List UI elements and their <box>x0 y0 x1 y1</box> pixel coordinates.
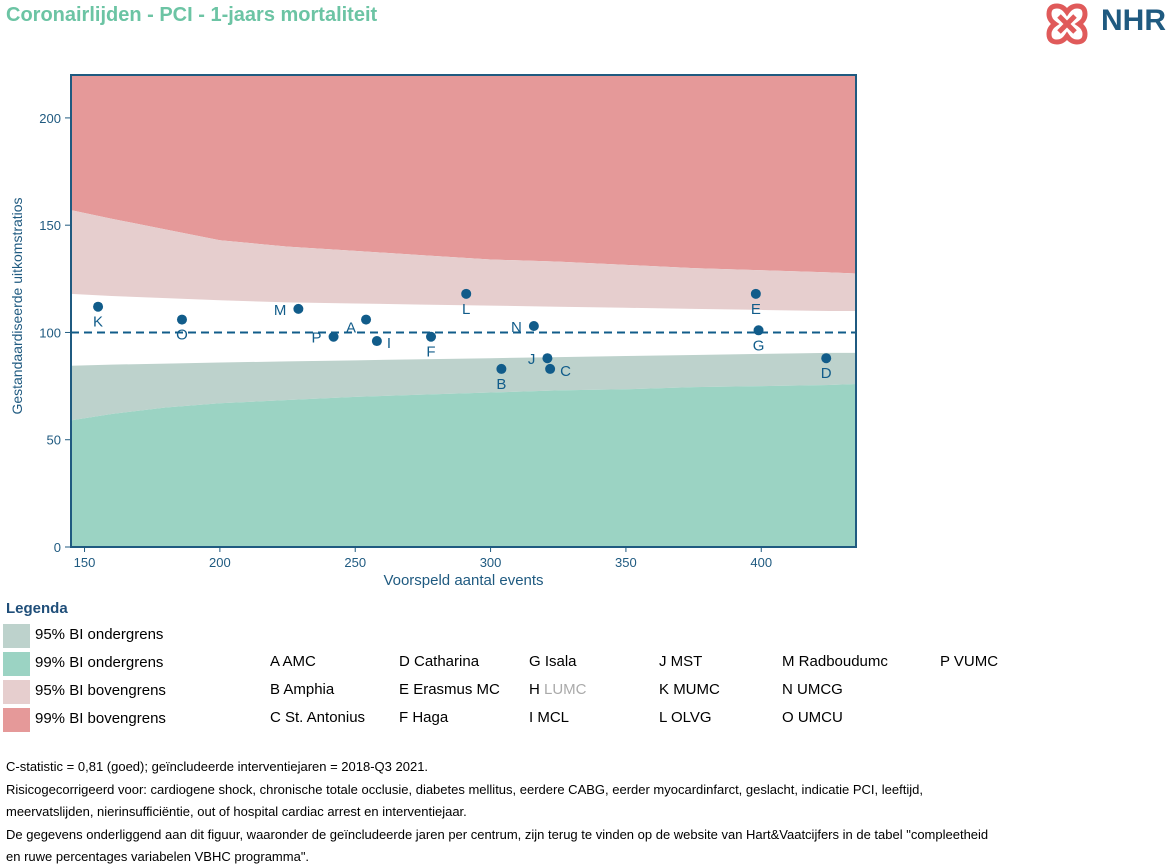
legend-swatch <box>3 680 30 704</box>
x-tick-label: 350 <box>615 555 637 570</box>
x-tick-label: 250 <box>344 555 366 570</box>
y-tick-label: 50 <box>47 433 61 448</box>
point-label: L <box>462 301 470 318</box>
legend-swatch <box>3 652 30 676</box>
legend-swatch <box>3 624 30 648</box>
x-tick-label: 300 <box>480 555 502 570</box>
data-point <box>93 301 104 312</box>
center-legend-item: D Catharina <box>399 653 480 670</box>
plot-frame <box>70 74 857 548</box>
legend-label: 99% BI bovengrens <box>35 710 166 727</box>
center-legend-item: G Isala <box>529 653 577 670</box>
center-legend-item: E Erasmus MC <box>399 681 500 698</box>
data-point <box>426 331 437 342</box>
x-axis-label: Voorspeld aantal events <box>383 572 543 589</box>
center-legend-item: H LUMC <box>529 681 587 698</box>
point-label: A <box>346 320 356 337</box>
center-legend-item: I MCL <box>529 709 570 726</box>
point-label: E <box>751 301 761 318</box>
data-point <box>750 288 761 299</box>
legend-label: 95% BI bovengrens <box>35 682 166 699</box>
band-upper99 <box>71 75 856 274</box>
band-lower95 <box>71 352 856 421</box>
data-point <box>328 331 339 342</box>
point-label: G <box>753 337 765 354</box>
footnote-line: De gegevens onderliggend aan dit figuur,… <box>6 826 989 842</box>
center-legend-item: M Radboudumc <box>782 653 888 670</box>
y-axis-label: Gestandaardiseerde uitkomstratios <box>9 197 25 414</box>
data-point <box>545 363 556 374</box>
data-point <box>542 353 553 364</box>
data-point <box>361 314 372 325</box>
center-legend-item: P VUMC <box>940 653 999 670</box>
legend-label: 95% BI ondergrens <box>35 626 164 643</box>
point-label: B <box>496 376 506 393</box>
point-label: F <box>426 344 435 361</box>
center-legend-item: O UMCU <box>782 709 843 726</box>
data-point <box>176 314 187 325</box>
y-tick-label: 100 <box>39 325 61 340</box>
nhr-cross-icon <box>1046 3 1088 45</box>
point-label: D <box>821 365 832 382</box>
center-legend-item: A AMC <box>270 653 316 670</box>
point-label: I <box>387 335 391 352</box>
data-point <box>293 303 304 314</box>
y-tick-label: 200 <box>39 111 61 126</box>
footnote-line: C-statistic = 0,81 (goed); geïncludeerde… <box>6 759 429 774</box>
legend-label: 99% BI ondergrens <box>35 654 164 671</box>
point-label: J <box>528 351 536 368</box>
nhr-logo: NHR <box>1045 0 1173 48</box>
logo-text: NHR <box>1101 4 1166 37</box>
data-point <box>461 288 472 299</box>
footnote-line: en ruwe percentages variabelen VBHC prog… <box>6 849 310 864</box>
footnote-line: meervatslijden, nierinsufficiëntie, out … <box>6 804 467 819</box>
center-legend-item: C St. Antonius <box>270 709 366 726</box>
center-legend-item: N UMCG <box>782 681 843 698</box>
center-legend-item: B Amphia <box>270 681 335 698</box>
legend-title: Legenda <box>6 600 68 617</box>
y-tick-label: 0 <box>54 540 61 555</box>
x-tick-label: 400 <box>750 555 772 570</box>
center-legend-item: L OLVG <box>659 709 712 726</box>
chart-title: Coronairlijden - PCI - 1-jaars mortalite… <box>6 4 378 26</box>
center-legend-item: F Haga <box>399 709 449 726</box>
data-point <box>496 363 507 374</box>
data-point <box>528 321 539 332</box>
x-tick-label: 200 <box>209 555 231 570</box>
legend-swatch <box>3 708 30 732</box>
point-label: K <box>93 314 103 331</box>
band-lower99 <box>71 383 856 547</box>
data-point <box>821 353 832 364</box>
point-label: O <box>176 327 188 344</box>
band-upper95 <box>71 210 856 311</box>
point-label: M <box>274 302 287 319</box>
x-tick-label: 150 <box>74 555 96 570</box>
point-label: C <box>560 363 571 380</box>
data-point <box>753 325 764 336</box>
y-tick-label: 150 <box>39 218 61 233</box>
footnote-line: Risicogecorrigeerd voor: cardiogene shoc… <box>6 781 923 797</box>
funnel-plot: K O M P A I F L B NJ C E G D 0 50 100 150 200 150 200 250 30… <box>9 74 857 589</box>
center-legend-item: K MUMC <box>659 681 720 698</box>
center-legend-item: J MST <box>659 653 703 670</box>
data-point <box>371 336 382 347</box>
point-label: N <box>511 319 522 336</box>
point-label: P <box>312 330 322 347</box>
